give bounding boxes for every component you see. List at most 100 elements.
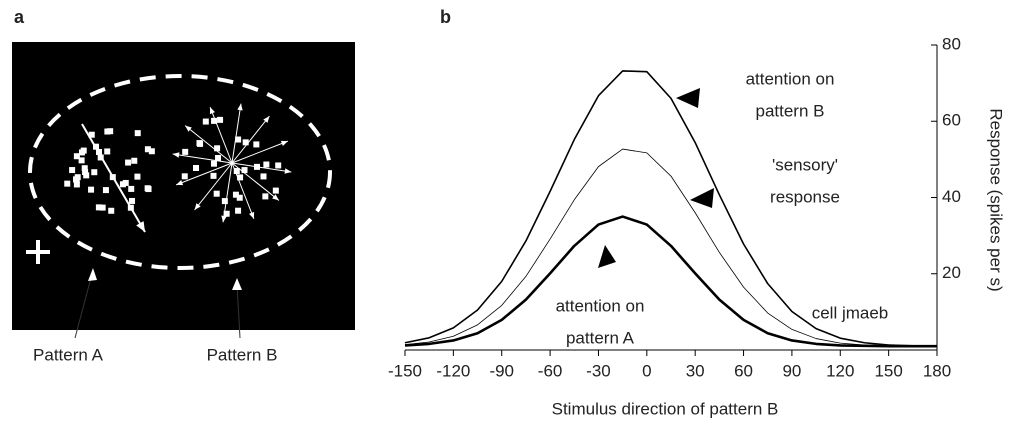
arrow-head	[272, 194, 279, 201]
dot	[82, 169, 89, 176]
arrow-head	[209, 107, 215, 115]
dot	[196, 140, 203, 147]
x-axis-label: Stimulus direction of pattern B	[552, 399, 779, 418]
dot	[275, 162, 282, 169]
response-curve	[404, 70, 938, 347]
annotation-arrow	[690, 188, 714, 208]
dot	[253, 141, 260, 148]
arrow-head	[136, 221, 145, 232]
arrow-head	[185, 125, 192, 132]
motion-arrow	[172, 153, 233, 164]
annotation: cell jmaeb	[812, 303, 889, 322]
arrow-head	[221, 215, 227, 223]
x-tick-label: -60	[538, 361, 563, 380]
dot	[221, 198, 228, 205]
dot	[83, 172, 90, 179]
dot	[182, 148, 189, 155]
dot	[211, 117, 218, 124]
dot	[128, 185, 135, 192]
arrow-head	[280, 140, 288, 146]
annotation: pattern A	[566, 328, 635, 347]
dot	[235, 207, 242, 214]
x-tick-label: -120	[436, 361, 470, 380]
annotation: attention on	[556, 296, 645, 315]
dot	[217, 116, 224, 123]
y-tick-label: 80	[942, 34, 961, 53]
stimulus-patterns	[64, 103, 292, 233]
arrow-head	[249, 211, 255, 219]
dot	[193, 164, 200, 171]
motion-arrow	[231, 162, 255, 220]
x-tick-label: 150	[874, 361, 902, 380]
dot	[145, 186, 152, 193]
dot	[181, 173, 188, 180]
arrow-head	[194, 203, 201, 210]
dot	[95, 204, 102, 211]
arrow-head	[172, 152, 180, 158]
pattern-a-label: Pattern A	[33, 345, 104, 364]
x-tick-label: 60	[734, 361, 753, 380]
x-tick-label: 30	[686, 361, 705, 380]
dot	[241, 167, 248, 174]
arrow-head	[263, 116, 270, 123]
dot	[129, 197, 136, 204]
dot	[210, 172, 217, 179]
pointer-head-b	[232, 278, 242, 290]
dot	[78, 157, 85, 164]
motion-arrow	[175, 162, 233, 186]
attention-ellipse	[28, 74, 332, 270]
motion-arrow	[184, 125, 233, 164]
annotation: 'sensory'	[772, 155, 838, 174]
annotation-arrow	[598, 245, 616, 268]
dot	[242, 139, 249, 146]
pointer-a	[74, 273, 93, 339]
response-curve	[404, 215, 937, 348]
motion-arrow	[231, 162, 292, 173]
x-tick-label: 180	[923, 361, 951, 380]
motion-arrow	[231, 103, 242, 164]
arrow-head	[176, 180, 184, 186]
dot	[237, 174, 244, 181]
dot	[134, 130, 141, 137]
pointer-b	[236, 283, 241, 339]
dot	[119, 181, 126, 188]
annotation: attention on	[746, 69, 835, 88]
dot	[80, 147, 87, 154]
dot	[81, 165, 88, 172]
response-curve	[404, 148, 937, 347]
dot	[233, 168, 240, 175]
dot	[202, 118, 209, 125]
dot	[108, 207, 115, 214]
y-axis-label: Response (spikes per s)	[987, 108, 1006, 291]
motion-arrow	[231, 140, 289, 164]
motion-arrow	[231, 115, 270, 164]
x-tick-label: -30	[586, 361, 611, 380]
y-tick-label: 20	[942, 263, 961, 282]
annotation: response	[770, 187, 840, 206]
x-tick-label: 120	[826, 361, 854, 380]
stimulus-display	[12, 42, 355, 330]
pointer-head-a	[88, 268, 97, 281]
motion-arrow	[194, 162, 233, 211]
dot	[125, 159, 132, 166]
dot	[232, 191, 239, 198]
dot	[88, 131, 95, 138]
dot	[215, 155, 222, 162]
dot	[69, 167, 76, 174]
panel-label: a	[14, 7, 25, 27]
dot	[235, 136, 242, 143]
dot	[148, 148, 155, 155]
dot	[263, 161, 270, 168]
dot	[73, 181, 80, 188]
dot	[88, 186, 95, 193]
dot	[214, 145, 221, 152]
dot	[99, 204, 106, 211]
annotation-arrow	[676, 88, 700, 108]
x-tick-label: 90	[782, 361, 801, 380]
annotation: pattern B	[756, 101, 825, 120]
x-tick-label: 0	[642, 361, 651, 380]
dot	[134, 173, 141, 180]
dot	[131, 157, 138, 164]
dot	[210, 160, 217, 167]
